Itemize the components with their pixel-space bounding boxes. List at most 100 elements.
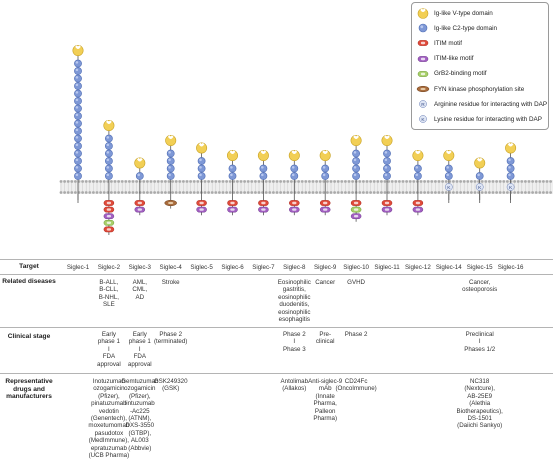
- svg-text:K: K: [421, 117, 425, 123]
- drugs-cell: Antolimab (Allakos): [280, 378, 309, 393]
- c2-domain-icon: [74, 119, 82, 128]
- target-header-siglec-3: Siglec-3: [128, 264, 151, 271]
- siglec-12-structure: [412, 150, 424, 216]
- related-diseases-cell: GVHD: [347, 279, 366, 286]
- legend-item: ITIM-like motif: [416, 53, 474, 65]
- c2-domain-icon: [166, 164, 175, 173]
- c2-domain-icon: [506, 157, 515, 165]
- c2-domain-icon: [105, 172, 113, 180]
- legend-label: ITIM-like motif: [434, 55, 474, 63]
- cell-membrane: [59, 180, 553, 194]
- itimlike-motif-icon: [196, 206, 207, 213]
- siglec-structure-diagram: K K K: [59, 44, 553, 235]
- itimlike-motif-icon: [103, 213, 115, 220]
- itim-motif-icon: [134, 200, 146, 206]
- c2-domain-icon: [105, 134, 113, 143]
- grb2-motif-icon: [350, 206, 362, 213]
- v-domain-icon: [134, 157, 146, 169]
- c2-domain-icon: [228, 172, 237, 180]
- legend-label: GrB2-binding motif: [434, 70, 487, 78]
- legend-item: FYN kinase phosphorylation site: [416, 83, 524, 95]
- target-header-siglec-16: Siglec-16: [497, 264, 524, 271]
- ig-c2-icon: [418, 23, 428, 33]
- siglec-15-structure: K: [474, 157, 486, 203]
- siglec-7-structure: [257, 150, 269, 216]
- itim-icon: [417, 40, 429, 47]
- siglec-16-structure: K: [505, 142, 517, 203]
- row-label-clinical-stage: Clinical stage: [7, 333, 51, 340]
- lysine-residue-icon: K: [444, 183, 453, 191]
- c2-domain-icon: [74, 89, 82, 98]
- target-header-siglec-12: Siglec-12: [404, 264, 431, 271]
- c2-domain-icon: [74, 74, 82, 83]
- ig-v-icon: [417, 8, 429, 19]
- legend: Ig-like V-type domain Ig-like C2-type dom…: [411, 2, 549, 130]
- clinical-stage-cell: Phase 2 I Phase 3: [282, 331, 306, 353]
- itimlike-motif-icon: [227, 206, 238, 213]
- itimlike-motif-icon: [134, 206, 146, 213]
- c2-domain-icon: [259, 164, 268, 173]
- itim-motif-icon: [350, 200, 362, 206]
- svg-text:R: R: [421, 102, 425, 108]
- c2-domain-icon: [74, 67, 82, 75]
- row-label-representative-drugs: Representative drugs and manufacturers: [5, 378, 53, 401]
- itim-motif-icon: [319, 200, 331, 206]
- v-domain-icon: [165, 135, 177, 147]
- legend-label: ITIM motif: [434, 39, 462, 47]
- legend-item: GrB2-binding motif: [416, 68, 487, 80]
- arginine-icon: R: [419, 100, 427, 109]
- v-domain-icon: [227, 150, 239, 162]
- grb2-motif-icon: [103, 219, 115, 226]
- itimlike-motif-icon: [381, 206, 393, 213]
- c2-domain-icon: [74, 97, 82, 105]
- itim-motif-icon: [412, 200, 424, 206]
- c2-domain-icon: [74, 82, 82, 90]
- siglec-8-structure: [288, 150, 300, 216]
- v-domain-icon: [257, 150, 269, 162]
- c2-domain-icon: [321, 164, 330, 173]
- c2-domain-icon: [166, 149, 175, 158]
- siglec-14-structure: K: [443, 150, 455, 203]
- itim-motif-icon: [227, 200, 238, 206]
- siglec-3-structure: [134, 157, 146, 216]
- legend-label: Arginine residue for interacting with DA…: [434, 100, 548, 108]
- c2-domain-icon: [383, 149, 391, 158]
- drugs-cell: NC318 (Nextcure), AB-25E9 (Alethia Biotherap…: [456, 378, 503, 430]
- row-label-related-diseases: Related diseases: [2, 278, 56, 285]
- c2-domain-icon: [444, 164, 453, 173]
- c2-domain-icon: [74, 112, 82, 120]
- siglec-5-structure: [196, 142, 208, 216]
- legend-label: FYN kinase phosphorylation site: [434, 85, 525, 93]
- svg-text:K: K: [509, 185, 513, 191]
- table-divider: [0, 327, 553, 328]
- clinical-stage-cell: Phase 2: [344, 331, 368, 338]
- itimlike-motif-icon: [289, 206, 300, 213]
- c2-domain-icon: [475, 172, 484, 180]
- legend-label: Ig-like V-type domain: [434, 9, 493, 17]
- itim-motif-icon: [196, 200, 207, 206]
- legend-item: Ig-like V-type domain: [416, 7, 493, 19]
- itim-like-icon: [417, 55, 429, 62]
- target-header-siglec-2: Siglec-2: [97, 264, 121, 271]
- legend-label: Ig-like C2-type domain: [434, 24, 497, 32]
- svg-text:K: K: [478, 185, 482, 191]
- target-header-siglec-7: Siglec-7: [252, 264, 275, 271]
- c2-domain-icon: [135, 172, 144, 180]
- c2-domain-icon: [105, 142, 113, 150]
- target-header-siglec-14: Siglec-14: [435, 264, 462, 271]
- v-domain-icon: [288, 150, 300, 162]
- v-domain-icon: [319, 150, 331, 162]
- legend-item: K Lysine residue for interacting with DAP: [416, 113, 542, 125]
- table-divider: [0, 274, 553, 275]
- clinical-stage-cell: Pre-clinical: [315, 331, 335, 346]
- v-domain-icon: [103, 120, 115, 132]
- c2-domain-icon: [197, 157, 206, 165]
- v-domain-icon: [381, 135, 393, 147]
- fyn-icon: [416, 85, 430, 93]
- c2-domain-icon: [352, 149, 360, 158]
- itim-motif-icon: [289, 200, 300, 206]
- target-header-siglec-9: Siglec-9: [314, 264, 337, 271]
- target-header-siglec-15: Siglec-15: [466, 264, 493, 271]
- v-domain-icon: [72, 44, 84, 56]
